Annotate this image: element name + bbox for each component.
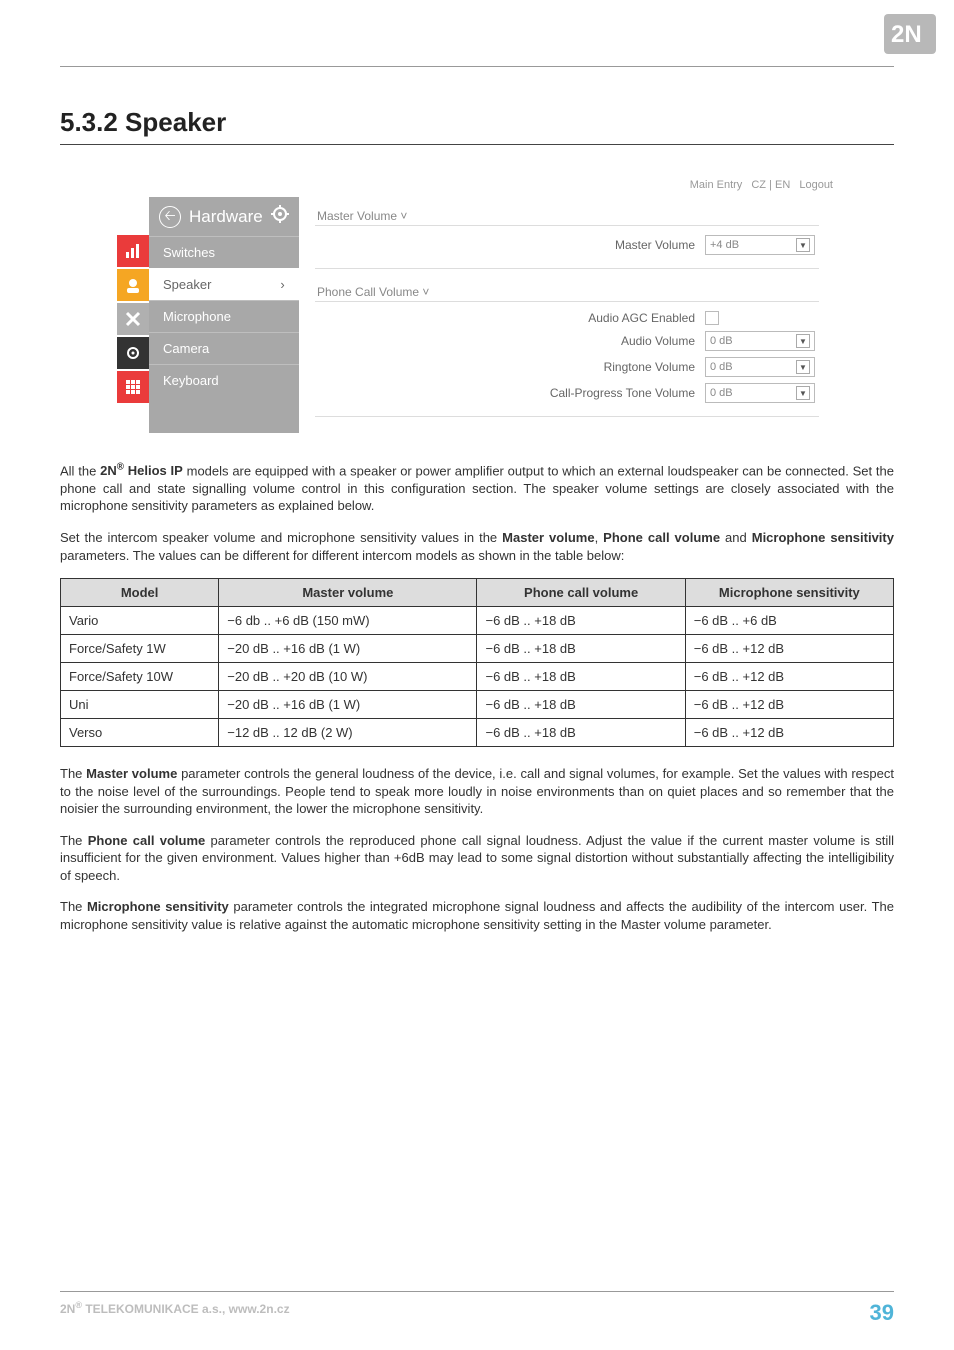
sidebar-item-camera[interactable]: Camera [149, 332, 299, 364]
label-audio-agc: Audio AGC Enabled [588, 311, 695, 325]
footer-page-number: 39 [870, 1300, 894, 1326]
sidebar-header[interactable]: 🡠 Hardware [149, 197, 299, 236]
sidebar-item-switches[interactable]: Switches [149, 236, 299, 268]
topbar-lang[interactable]: CZ | EN [751, 179, 790, 191]
select-callprogress-volume[interactable]: 0 dB▼ [705, 383, 815, 403]
panel-legend-master[interactable]: Master Volume ˅ [315, 203, 819, 225]
topbar-main[interactable]: Main Entry [690, 179, 743, 191]
volume-table: Model Master volume Phone call volume Mi… [60, 578, 894, 747]
sidebar-item-speaker[interactable]: Speaker› [149, 268, 299, 300]
brand-logo: 2N [884, 14, 936, 54]
footer-left: 2N® TELEKOMUNIKACE a.s., www.2n.cz [60, 1300, 290, 1326]
paragraph-5: The Microphone sensitivity parameter con… [60, 898, 894, 933]
select-ringtone-volume[interactable]: 0 dB▼ [705, 357, 815, 377]
label-callprogress-volume: Call-Progress Tone Volume [550, 386, 695, 400]
th-model: Model [61, 579, 219, 607]
ui-topbar: Main Entry CZ | EN Logout [117, 177, 837, 197]
checkbox-audio-agc[interactable] [705, 311, 719, 325]
paragraph-3: The Master volume parameter controls the… [60, 765, 894, 818]
chevron-down-icon: ▼ [796, 238, 810, 252]
th-phonecall: Phone call volume [477, 579, 685, 607]
label-audio-volume: Audio Volume [621, 334, 695, 348]
paragraph-4: The Phone call volume parameter controls… [60, 832, 894, 885]
ui-screenshot: Main Entry CZ | EN Logout [117, 177, 837, 433]
table-row: Force/Safety 10W−20 dB .. +20 dB (10 W)−… [61, 663, 894, 691]
sidebar-icon-grid[interactable] [117, 371, 149, 403]
th-master: Master volume [219, 579, 477, 607]
chevron-right-icon: › [280, 277, 284, 292]
top-divider [60, 66, 894, 67]
brand-logo-text: 2N [891, 21, 922, 48]
paragraph-2: Set the intercom speaker volume and micr… [60, 529, 894, 564]
paragraph-1: All the 2N® Helios IP models are equippe… [60, 461, 894, 515]
table-row: Vario−6 db .. +6 dB (150 mW)−6 dB .. +18… [61, 607, 894, 635]
sidebar-item-keyboard[interactable]: Keyboard [149, 364, 299, 396]
title-underline [60, 144, 894, 145]
sidebar-item-microphone[interactable]: Microphone [149, 300, 299, 332]
label-master-volume: Master Volume [615, 238, 695, 252]
select-audio-volume[interactable]: 0 dB▼ [705, 331, 815, 351]
topbar-logout[interactable]: Logout [799, 179, 833, 191]
table-row: Uni−20 dB .. +16 dB (1 W)−6 dB .. +18 dB… [61, 691, 894, 719]
sidebar-icon-gear[interactable] [117, 337, 149, 369]
label-ringtone-volume: Ringtone Volume [604, 360, 695, 374]
sidebar-header-text: Hardware [189, 207, 263, 227]
select-master-volume[interactable]: +4 dB▼ [705, 235, 815, 255]
sidebar-icon-head[interactable] [117, 269, 149, 301]
th-mic: Microphone sensitivity [685, 579, 893, 607]
sidebar-icon-bars[interactable] [117, 235, 149, 267]
section-title: 5.3.2 Speaker [60, 107, 894, 138]
gear-icon [271, 205, 289, 228]
chevron-down-icon: ▼ [796, 360, 810, 374]
chevron-down-icon: ▼ [796, 386, 810, 400]
chevron-down-icon: ▼ [796, 334, 810, 348]
sidebar-icon-tools[interactable] [117, 303, 149, 335]
table-row: Force/Safety 1W−20 dB .. +16 dB (1 W)−6 … [61, 635, 894, 663]
panel-legend-phonecall[interactable]: Phone Call Volume ˅ [315, 279, 819, 301]
table-row: Verso−12 dB .. 12 dB (2 W)−6 dB .. +18 d… [61, 719, 894, 747]
back-arrow-icon[interactable]: 🡠 [159, 206, 181, 228]
